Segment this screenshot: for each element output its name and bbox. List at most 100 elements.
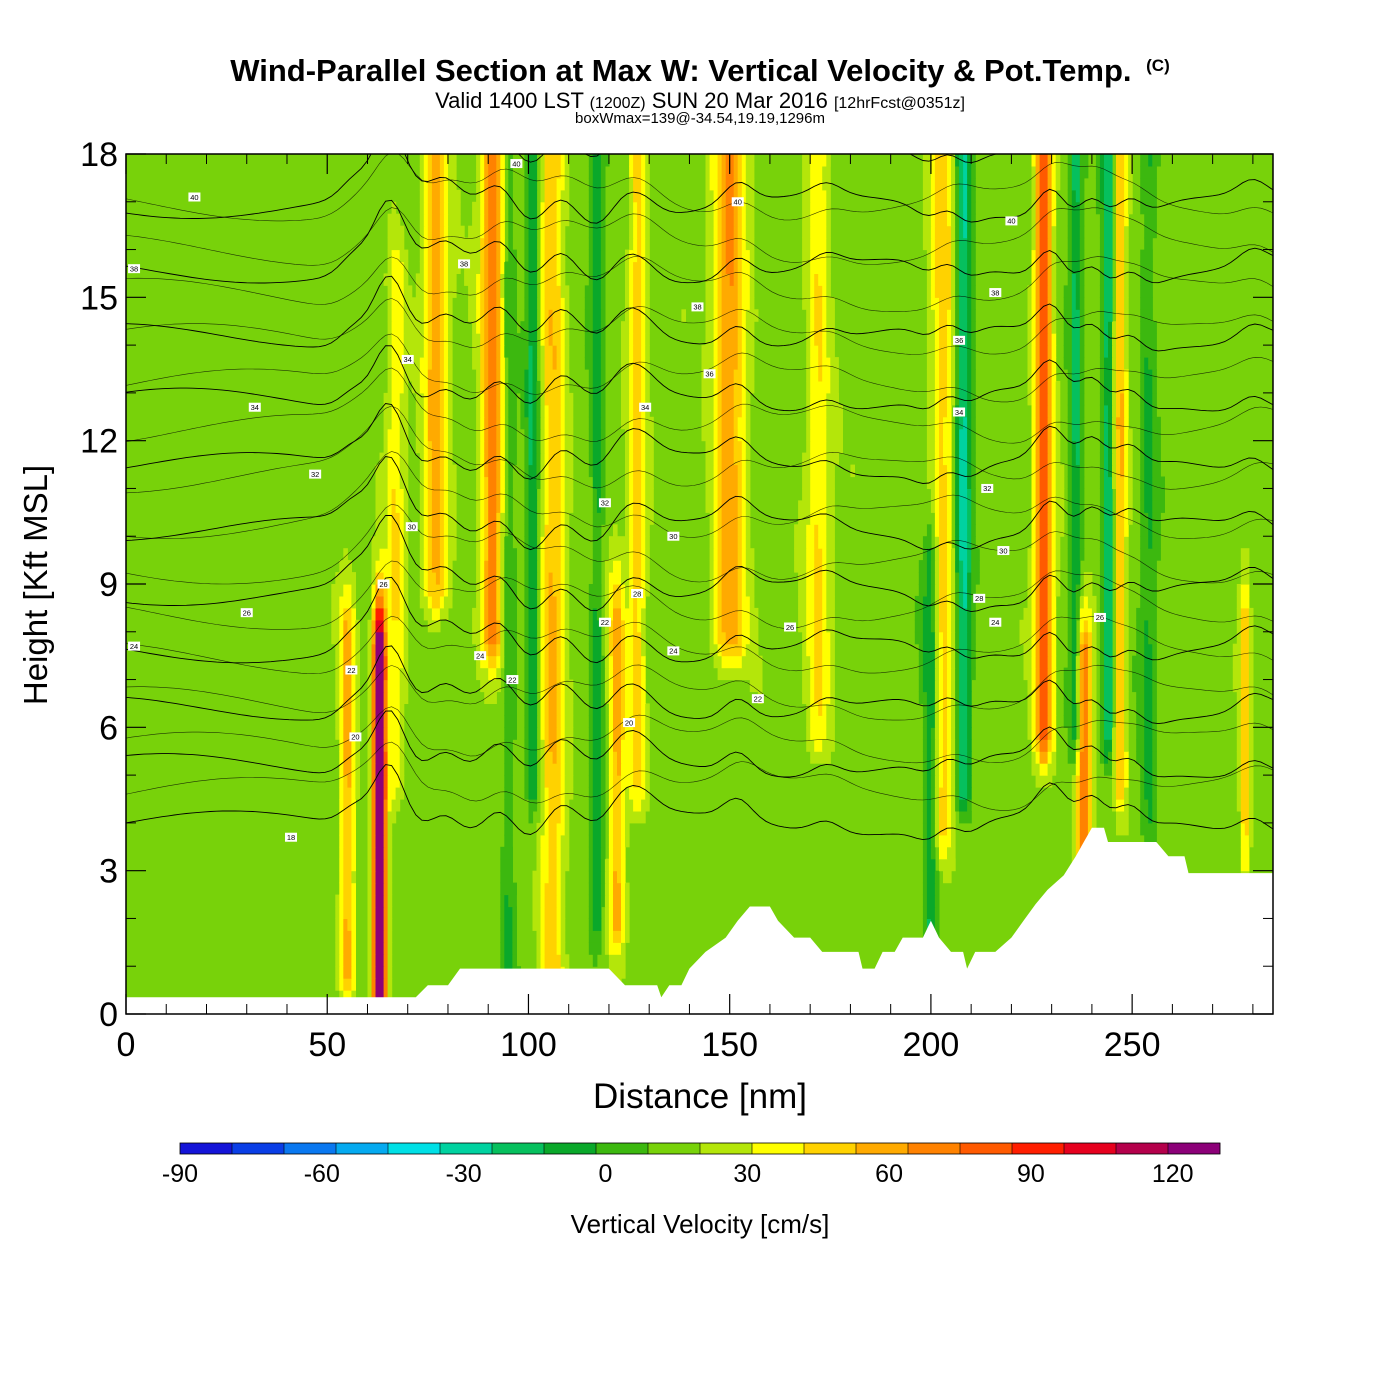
velocity-cell	[608, 954, 626, 967]
velocity-cell	[749, 249, 755, 263]
theta-label-text: 22	[508, 675, 516, 684]
velocity-cell	[1067, 524, 1073, 537]
velocity-cell	[383, 858, 389, 872]
velocity-cell	[818, 273, 827, 286]
velocity-cell	[810, 297, 815, 310]
velocity-cell	[468, 285, 477, 298]
colorbar-label: Vertical Velocity [cm/s]	[571, 1209, 830, 1239]
velocity-cell	[1124, 273, 1129, 286]
velocity-cell	[951, 189, 956, 203]
velocity-cell	[802, 189, 811, 203]
velocity-cell	[955, 536, 960, 549]
velocity-cell	[959, 703, 968, 716]
velocity-cell	[604, 679, 610, 693]
velocity-cell	[1091, 691, 1097, 704]
velocity-cell	[930, 213, 936, 227]
velocity-cell	[822, 297, 827, 310]
velocity-cell	[588, 775, 594, 788]
velocity-cell	[524, 189, 529, 203]
velocity-cell	[963, 213, 968, 227]
velocity-cell	[480, 595, 485, 609]
terrain-shape	[126, 827, 1273, 1014]
velocity-cell	[717, 154, 723, 167]
velocity-cell	[391, 333, 405, 346]
velocity-cell	[1075, 751, 1081, 764]
velocity-cell	[1236, 619, 1242, 633]
velocity-cell	[1023, 607, 1033, 621]
velocity-cell	[347, 918, 352, 931]
velocity-cell	[540, 619, 546, 633]
velocity-cell	[588, 584, 602, 597]
velocity-cell	[641, 739, 646, 752]
velocity-cell	[629, 464, 634, 478]
velocity-cell	[621, 882, 626, 896]
theta-label-text: 34	[251, 403, 259, 412]
velocity-cell	[733, 165, 739, 179]
velocity-cell	[1116, 631, 1125, 645]
velocity-cell	[943, 428, 952, 442]
velocity-cell	[560, 189, 570, 203]
velocity-cell	[592, 703, 602, 716]
velocity-cell	[741, 476, 747, 489]
velocity-cell	[1051, 321, 1057, 334]
theta-label-text: 22	[601, 618, 609, 627]
velocity-cell	[1071, 416, 1081, 430]
velocity-cell	[1035, 201, 1041, 215]
velocity-cell	[733, 237, 739, 251]
velocity-cell	[1035, 440, 1041, 454]
velocity-cell	[1047, 524, 1053, 537]
theta-label-text: 24	[991, 618, 999, 627]
velocity-cell	[480, 345, 485, 358]
velocity-cell	[826, 536, 835, 549]
velocity-cell	[439, 309, 445, 322]
velocity-cell	[1116, 297, 1125, 310]
velocity-cell	[391, 392, 401, 406]
velocity-cell	[826, 321, 835, 334]
velocity-cell	[427, 380, 441, 394]
velocity-cell	[387, 643, 405, 657]
velocity-cell	[443, 536, 449, 549]
velocity-cell	[351, 990, 356, 1003]
theta-contours	[126, 154, 1273, 841]
velocity-cell	[391, 297, 405, 310]
theta-label-bg	[953, 335, 966, 345]
velocity-cell	[633, 751, 642, 764]
velocity-cell	[745, 572, 755, 585]
velocity-cell	[500, 918, 505, 931]
velocity-cell	[548, 703, 558, 716]
velocity-cell	[737, 201, 743, 215]
velocity-cell	[625, 906, 630, 919]
velocity-cell	[524, 691, 529, 704]
velocity-cell	[472, 357, 481, 370]
velocity-cell	[641, 655, 646, 669]
velocity-cell	[600, 225, 606, 239]
velocity-cell	[608, 643, 614, 657]
velocity-cell	[399, 452, 409, 466]
velocity-cell	[1035, 369, 1041, 382]
x-tick-label: 50	[308, 1026, 346, 1064]
y-axis-label: Height [Kft MSL]	[17, 465, 54, 705]
velocity-cell	[1232, 655, 1242, 669]
velocity-cell	[431, 249, 441, 263]
velocity-cell	[480, 404, 485, 418]
velocity-cell	[524, 560, 529, 573]
velocity-cell	[383, 870, 389, 884]
velocity-cell	[971, 584, 976, 597]
velocity-cell	[1051, 619, 1057, 633]
theta-label-text: 30	[999, 546, 1007, 555]
velocity-cell	[383, 655, 389, 669]
velocity-cell	[1095, 154, 1101, 167]
velocity-cell	[745, 333, 755, 346]
theta-contour-line	[126, 560, 1273, 630]
velocity-cell	[1031, 165, 1037, 179]
velocity-cell	[544, 452, 550, 466]
velocity-cell	[443, 548, 449, 561]
velocity-cell	[339, 643, 344, 657]
velocity-cell	[1148, 524, 1153, 537]
velocity-cell	[387, 595, 393, 609]
velocity-cell	[947, 643, 952, 657]
velocity-cell	[544, 930, 558, 943]
velocity-cell	[613, 894, 622, 908]
velocity-cell	[1087, 667, 1093, 681]
velocity-cell	[613, 715, 622, 728]
